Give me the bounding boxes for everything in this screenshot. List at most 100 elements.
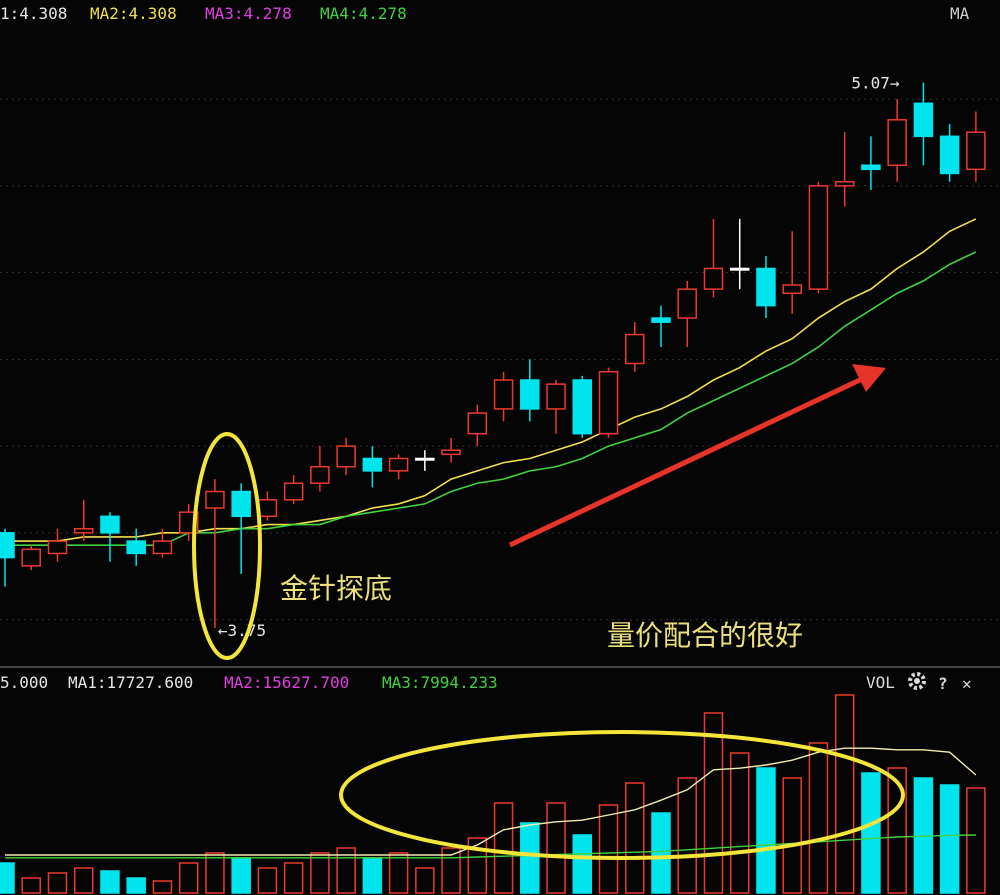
candle-body bbox=[756, 267, 776, 307]
candle-body bbox=[283, 482, 304, 501]
plot-layer: 1:4.308 MA2:4.308 MA3:4.278 MA4:4.278 MA 5.07… bbox=[0, 4, 1000, 894]
volume-bar bbox=[388, 852, 409, 894]
candle-body bbox=[21, 548, 41, 567]
candle-body bbox=[520, 379, 540, 410]
candle-body bbox=[625, 333, 645, 365]
candle-body bbox=[546, 383, 566, 410]
candle-body bbox=[808, 185, 829, 290]
candle-body bbox=[415, 457, 435, 461]
volume-bar bbox=[467, 837, 488, 894]
volume-bar bbox=[520, 822, 540, 894]
annotation-note: 金针探底 bbox=[280, 572, 392, 605]
header-backdrop bbox=[0, 669, 1000, 691]
candle-body bbox=[729, 267, 750, 271]
volume-bar bbox=[493, 802, 514, 894]
candle-body bbox=[0, 532, 15, 559]
candle-body bbox=[441, 449, 461, 456]
low-annotation: ←3.75 bbox=[218, 621, 266, 640]
volume-bar bbox=[546, 802, 566, 894]
volume-bar bbox=[257, 867, 278, 894]
candle-body bbox=[493, 379, 514, 410]
candle-body bbox=[362, 457, 383, 472]
candle-body bbox=[126, 540, 146, 555]
highlight-ellipse bbox=[192, 432, 262, 660]
volume-bar bbox=[310, 852, 330, 894]
legend-entry: MA3:4.278 bbox=[205, 4, 292, 23]
volume-bar bbox=[651, 812, 671, 894]
volume-bar bbox=[178, 862, 199, 894]
volume-bar bbox=[21, 877, 41, 894]
volume-bar bbox=[625, 782, 645, 894]
volume-bar bbox=[729, 752, 750, 894]
trend-arrow bbox=[508, 376, 864, 548]
candle-body bbox=[388, 457, 409, 472]
volume-bar bbox=[887, 767, 907, 894]
volume-bar bbox=[152, 880, 173, 894]
gear bbox=[908, 672, 926, 690]
volume-bar bbox=[47, 872, 68, 894]
high-annotation: 5.07→ bbox=[851, 74, 900, 93]
annotation-note: 量价配合的很好 bbox=[607, 619, 803, 652]
legend-entry: 1:4.308 bbox=[0, 4, 67, 23]
volume-bar bbox=[939, 784, 960, 894]
trend-arrowhead bbox=[852, 364, 886, 392]
candle-body bbox=[47, 540, 68, 555]
volume-bar bbox=[100, 870, 120, 894]
indicator-label: VOL bbox=[866, 673, 895, 692]
help-button[interactable]: ? bbox=[938, 674, 948, 693]
volume-bar bbox=[598, 804, 619, 894]
candle-body bbox=[703, 267, 724, 290]
volume-bar bbox=[808, 742, 829, 894]
candle-body bbox=[887, 119, 907, 166]
moving-average-line bbox=[5, 218, 977, 542]
candle-body bbox=[205, 490, 225, 509]
volume-bar bbox=[756, 767, 776, 894]
volume-average-line bbox=[5, 747, 977, 856]
candle-body bbox=[782, 284, 802, 295]
candle-body bbox=[336, 445, 356, 468]
candle-body bbox=[861, 164, 881, 171]
volume-bar bbox=[205, 852, 225, 894]
volume-bar bbox=[441, 847, 461, 894]
candle-body bbox=[73, 527, 94, 534]
candle-body bbox=[231, 490, 251, 518]
candle-body bbox=[651, 317, 671, 323]
indicator-label: MA bbox=[950, 4, 970, 23]
highlight-ellipse bbox=[339, 730, 905, 860]
volume-bar bbox=[283, 862, 304, 894]
candle-body bbox=[257, 499, 278, 518]
gear-hub bbox=[914, 678, 920, 684]
volume-bar bbox=[336, 847, 356, 894]
volume-bar bbox=[362, 857, 383, 894]
candle-body bbox=[677, 288, 697, 319]
legend-entry: 5.000 bbox=[0, 673, 48, 692]
candle-body bbox=[939, 135, 960, 175]
legend-entry: MA2:4.308 bbox=[90, 4, 177, 23]
close-button[interactable]: ✕ bbox=[962, 674, 972, 693]
volume-bar bbox=[73, 867, 94, 894]
candle-body bbox=[152, 540, 173, 555]
volume-bar bbox=[231, 857, 251, 894]
candle-body bbox=[913, 102, 934, 138]
candle-body bbox=[572, 379, 593, 435]
candle-body bbox=[100, 515, 120, 534]
volume-bar bbox=[677, 777, 697, 894]
settings-icon[interactable] bbox=[908, 672, 926, 690]
volume-bar bbox=[834, 694, 855, 894]
volume-bar bbox=[126, 877, 146, 894]
volume-bar bbox=[572, 834, 593, 894]
candle-body bbox=[598, 370, 619, 435]
volume-bar bbox=[782, 777, 802, 894]
legend-entry: MA2:15627.700 bbox=[224, 673, 349, 692]
legend-entry: MA4:4.278 bbox=[320, 4, 407, 23]
volume-bar bbox=[0, 862, 15, 894]
candle-body bbox=[310, 465, 330, 485]
volume-bar bbox=[415, 867, 435, 894]
candle-body bbox=[966, 131, 986, 171]
candle-body bbox=[834, 180, 855, 187]
volume-bar bbox=[861, 772, 881, 894]
volume-bar bbox=[703, 712, 724, 894]
legend-entry: MA1:17727.600 bbox=[68, 673, 193, 692]
